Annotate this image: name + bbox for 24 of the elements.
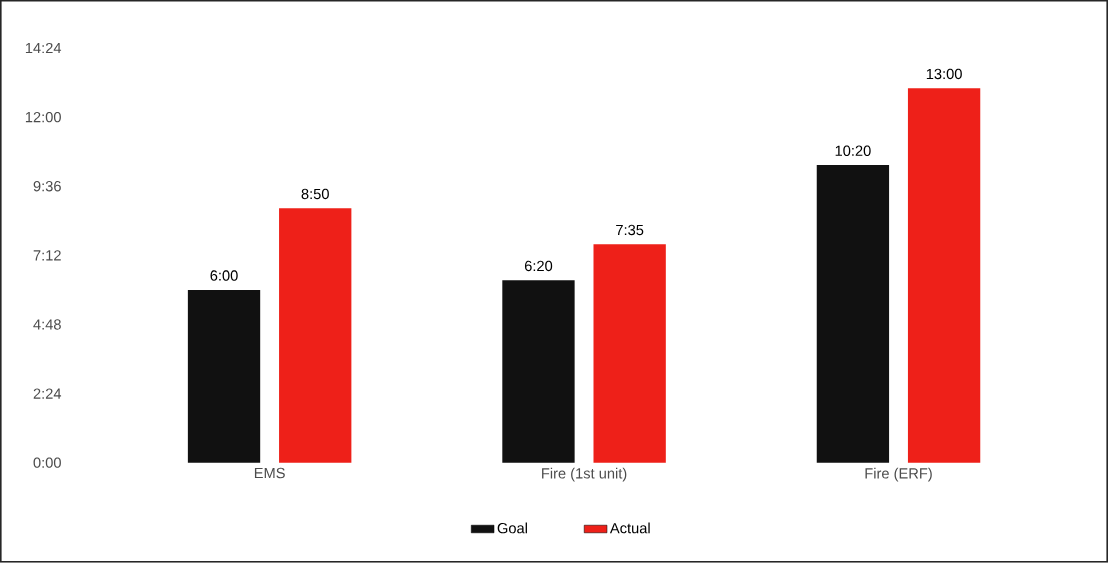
data-label: 13:00	[926, 68, 962, 80]
data-label: 10:20	[835, 145, 871, 157]
bar	[593, 244, 666, 463]
y-tick-label: 9:36	[33, 181, 61, 192]
data-label: 6:00	[210, 270, 238, 281]
bar	[279, 208, 352, 463]
x-tick-label: EMS	[254, 468, 285, 479]
y-tick-label: 14:24	[25, 43, 62, 54]
legend-label: Goal	[497, 522, 527, 534]
y-tick-label: 7:12	[33, 250, 61, 261]
y-tick-label: 12:00	[25, 112, 61, 123]
bar	[816, 165, 890, 463]
y-tick-label: 0:00	[33, 457, 61, 469]
data-label: 7:35	[616, 224, 644, 236]
x-tick-label: Fire (ERF)	[865, 467, 932, 482]
bar	[907, 88, 981, 463]
data-label: 8:50	[301, 188, 329, 200]
bar	[502, 280, 575, 463]
bar	[187, 290, 261, 463]
data-label: 6:20	[524, 260, 553, 272]
legend-label: Actual	[609, 522, 650, 534]
y-tick-label: 4:48	[33, 319, 61, 330]
y-tick-label: 2:24	[33, 388, 62, 399]
x-tick-label: Fire (1st unit)	[542, 467, 627, 482]
